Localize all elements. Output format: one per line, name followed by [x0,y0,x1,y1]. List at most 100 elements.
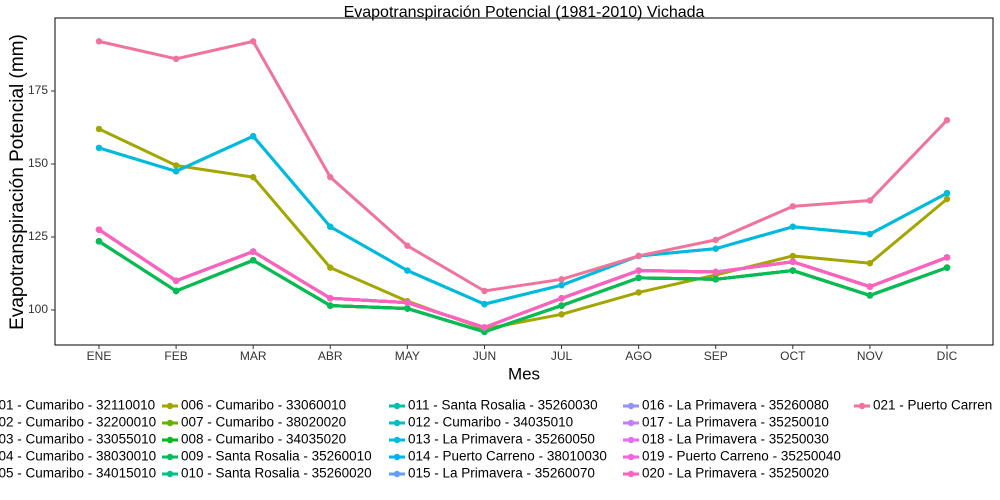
x-tick-label: FEB [164,349,187,363]
data-point [481,287,488,295]
legend-label: 021 - Puerto Carren [873,398,992,413]
y-tick-label: 100 [28,302,48,316]
data-point [866,260,874,267]
data-point [943,116,951,124]
series-line [98,127,948,331]
data-point [172,277,180,284]
legend-label: 001 - Cumaribo - 32110010 [0,398,155,413]
x-axis-label: Mes [508,364,540,383]
legend-label: 019 - Puerto Carreno - 35250040 [642,449,841,464]
legend-label: 012 - Cumaribo - 34035010 [408,415,573,430]
legend-key-point [393,402,401,410]
legend-label: 006 - Cumaribo - 33060010 [181,398,346,413]
legend-label: 016 - La Primavera - 35260080 [642,398,829,413]
data-point [789,252,797,260]
series-line [98,228,948,330]
x-tick-label: NOV [857,349,883,363]
legend-label: 007 - Cumaribo - 38020020 [181,415,346,430]
legend-label: 002 - Cumaribo - 32200010 [0,415,156,430]
data-point [249,173,257,181]
data-point [172,55,180,63]
data-point [327,295,334,302]
data-point [789,223,797,230]
x-tick-label: JUN [473,349,496,363]
data-point [558,302,565,309]
data-point [635,289,642,296]
data-point [558,276,565,283]
data-point [172,168,180,175]
data-point [249,38,257,45]
data-point [95,125,103,133]
data-point [327,173,334,181]
legend-key-point [393,453,401,461]
legend-key-point [166,436,174,444]
legend-key-point [627,436,635,444]
y-tick-label: 150 [28,156,48,170]
legend-key-point [627,402,635,410]
data-point [249,257,257,264]
data-point [712,276,719,283]
x-tick-label: JUL [551,349,573,363]
legend-key-point [166,470,174,478]
data-point [866,292,874,299]
series-line [98,240,948,334]
data-point [789,267,797,274]
data-point [866,230,874,238]
x-tick-label: MAR [240,349,267,363]
data-point [712,245,719,252]
x-tick-label: OCT [780,349,806,363]
data-point [95,226,103,233]
legend-key-point [627,453,635,461]
x-tick-label: ENE [87,349,112,363]
data-point [404,299,411,306]
y-axis-label: Evapotranspiración Potencial (mm) [7,34,28,330]
legend-label: 020 - La Primavera - 35250020 [642,466,829,481]
legend-label: 017 - La Primavera - 35250010 [642,415,829,430]
legend-label: 011 - Santa Rosalia - 35260030 [408,398,598,413]
x-tick-label: SEP [704,349,728,363]
legend-key-point [858,402,866,410]
data-point [95,238,103,245]
data-point [404,242,411,249]
data-point [866,197,874,204]
legend-label: 015 - La Primavera - 35260070 [408,466,595,481]
data-point [172,162,180,169]
data-point [635,267,642,274]
legend-label: 008 - Cumaribo - 34035020 [181,432,346,447]
data-point [481,300,488,308]
x-tick-label: AGO [625,349,652,363]
data-point [404,305,411,312]
data-point [327,302,334,309]
series-line [98,134,948,306]
chart-title: Evapotranspiración Potencial (1981-2010)… [344,4,705,21]
data-point [866,283,874,290]
data-point [558,295,565,302]
legend-label: 018 - La Primavera - 35250030 [642,432,829,447]
data-point [481,324,488,331]
legend-key-point [393,436,401,444]
data-point [172,287,180,295]
data-point [327,223,334,230]
y-tick-label: 125 [28,229,48,243]
data-point [789,258,797,265]
x-tick-label: DIC [937,349,958,363]
data-point [249,133,257,140]
data-point [712,236,719,244]
legend-key-point [166,419,174,427]
legend-label: 004 - Cumaribo - 38030010 [0,449,156,464]
legend-key-point [393,419,401,427]
legend-label: 014 - Puerto Carreno - 38010030 [408,449,607,464]
data-point [712,268,719,276]
data-point [789,203,797,210]
legend-label: 003 - Cumaribo - 33055010 [0,432,156,447]
data-point [558,281,565,289]
data-point [558,311,565,318]
data-point [481,328,488,336]
data-point [327,264,334,271]
data-point [943,189,951,197]
legend-key-point [166,402,174,410]
data-point [943,254,951,261]
data-point [404,267,411,274]
data-point [95,144,103,152]
